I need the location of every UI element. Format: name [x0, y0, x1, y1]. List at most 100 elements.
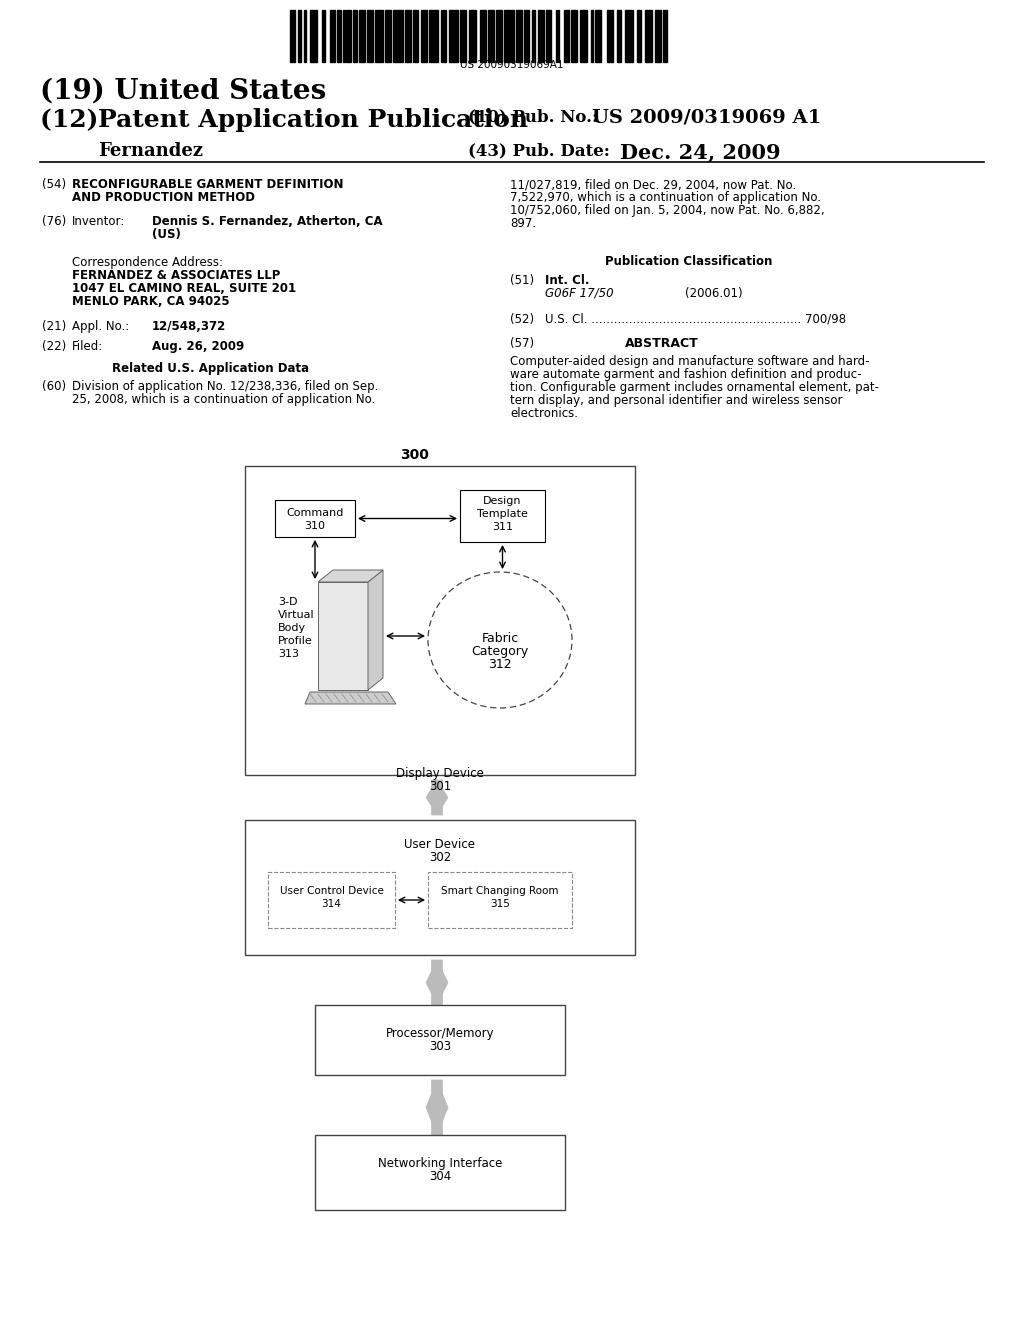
Bar — [368, 11, 373, 62]
Text: 11/027,819, filed on Dec. 29, 2004, now Pat. No.: 11/027,819, filed on Dec. 29, 2004, now … — [510, 178, 796, 191]
Bar — [322, 11, 324, 62]
Text: 3-D: 3-D — [278, 597, 298, 607]
Text: (54): (54) — [42, 178, 67, 191]
Text: Int. Cl.: Int. Cl. — [545, 275, 590, 286]
Bar — [337, 11, 341, 62]
Text: U.S. Cl. ........................................................ 700/98: U.S. Cl. ...............................… — [545, 313, 846, 326]
Bar — [538, 11, 540, 62]
Bar — [563, 11, 569, 62]
Bar — [580, 11, 585, 62]
Text: (57): (57) — [510, 337, 535, 350]
Text: 10/752,060, filed on Jan. 5, 2004, now Pat. No. 6,882,: 10/752,060, filed on Jan. 5, 2004, now P… — [510, 205, 824, 216]
Bar — [404, 11, 407, 62]
Bar — [413, 11, 419, 62]
Text: Dennis S. Fernandez, Atherton, CA: Dennis S. Fernandez, Atherton, CA — [152, 215, 383, 228]
Bar — [315, 1135, 565, 1210]
Bar — [433, 11, 438, 62]
Bar — [516, 11, 518, 62]
Text: Division of application No. 12/238,336, filed on Sep.: Division of application No. 12/238,336, … — [72, 380, 379, 393]
Text: User Device: User Device — [404, 838, 475, 851]
Text: Processor/Memory: Processor/Memory — [386, 1027, 495, 1040]
Text: Patent Application Publication: Patent Application Publication — [98, 108, 528, 132]
Text: Related U.S. Application Data: Related U.S. Application Data — [112, 362, 309, 375]
Text: 897.: 897. — [510, 216, 537, 230]
Bar — [455, 11, 458, 62]
Text: 304: 304 — [429, 1170, 452, 1183]
Text: Computer-aided design and manufacture software and hard-: Computer-aided design and manufacture so… — [510, 355, 869, 368]
Bar — [343, 11, 345, 62]
Bar — [499, 11, 502, 62]
Text: Networking Interface: Networking Interface — [378, 1158, 502, 1170]
Text: 303: 303 — [429, 1040, 451, 1053]
Text: RECONFIGURABLE GARMENT DEFINITION: RECONFIGURABLE GARMENT DEFINITION — [72, 178, 343, 191]
Bar — [429, 11, 432, 62]
Bar — [298, 11, 301, 62]
Bar — [375, 11, 379, 62]
Bar — [469, 11, 474, 62]
Text: US 2009/0319069 A1: US 2009/0319069 A1 — [592, 108, 821, 125]
Text: Correspondence Address:: Correspondence Address: — [72, 256, 223, 269]
Bar — [524, 11, 529, 62]
Bar — [315, 1005, 565, 1074]
Bar — [647, 11, 652, 62]
Bar — [407, 11, 411, 62]
Text: (51): (51) — [510, 275, 535, 286]
Text: US 20090319069A1: US 20090319069A1 — [460, 59, 564, 70]
Bar — [310, 11, 311, 62]
Text: tion. Configurable garment includes ornamental element, pat-: tion. Configurable garment includes orna… — [510, 381, 879, 393]
Bar — [617, 11, 618, 62]
Polygon shape — [368, 570, 383, 690]
Bar — [275, 500, 355, 537]
Bar — [304, 11, 305, 62]
Text: Publication Classification: Publication Classification — [605, 255, 772, 268]
Bar — [609, 11, 612, 62]
Text: (43) Pub. Date:: (43) Pub. Date: — [468, 143, 610, 158]
Bar — [379, 11, 383, 62]
Bar — [449, 11, 454, 62]
Polygon shape — [426, 780, 449, 814]
Bar — [268, 873, 395, 928]
Text: Profile: Profile — [278, 636, 312, 645]
Bar — [393, 11, 398, 62]
Polygon shape — [318, 570, 383, 582]
Bar — [657, 11, 660, 62]
Text: 25, 2008, which is a continuation of application No.: 25, 2008, which is a continuation of app… — [72, 393, 375, 407]
Text: Inventor:: Inventor: — [72, 215, 125, 228]
Bar — [324, 11, 326, 62]
Text: G06F 17/50: G06F 17/50 — [545, 286, 613, 300]
Bar — [312, 11, 317, 62]
Polygon shape — [426, 960, 449, 1005]
Bar — [496, 11, 498, 62]
Polygon shape — [426, 960, 449, 1005]
Bar — [474, 11, 476, 62]
Bar — [385, 11, 387, 62]
Text: 301: 301 — [429, 780, 452, 793]
Text: tern display, and personal identifier and wireless sensor: tern display, and personal identifier an… — [510, 393, 843, 407]
Text: (19) United States: (19) United States — [40, 78, 327, 106]
Text: Aug. 26, 2009: Aug. 26, 2009 — [152, 341, 245, 352]
Bar — [591, 11, 593, 62]
Bar — [245, 466, 635, 775]
Text: 1047 EL CAMINO REAL, SUITE 201: 1047 EL CAMINO REAL, SUITE 201 — [72, 282, 296, 294]
Bar — [639, 11, 641, 62]
Bar — [599, 11, 601, 62]
Text: Appl. No.:: Appl. No.: — [72, 319, 129, 333]
Text: 300: 300 — [400, 447, 429, 462]
Text: Display Device: Display Device — [396, 767, 484, 780]
Text: Design: Design — [483, 496, 522, 506]
Text: (21): (21) — [42, 319, 67, 333]
Bar — [508, 11, 513, 62]
Text: (60): (60) — [42, 380, 67, 393]
Text: User Control Device: User Control Device — [280, 886, 383, 896]
Bar — [345, 11, 351, 62]
Bar — [442, 11, 446, 62]
Bar — [482, 11, 486, 62]
Bar — [330, 11, 335, 62]
Text: AND PRODUCTION METHOD: AND PRODUCTION METHOD — [72, 191, 255, 205]
Text: Fernandez: Fernandez — [98, 143, 203, 160]
Polygon shape — [318, 582, 368, 690]
Text: (52): (52) — [510, 313, 535, 326]
Text: 7,522,970, which is a continuation of application No.: 7,522,970, which is a continuation of ap… — [510, 191, 821, 205]
Text: FERNANDEZ & ASSOCIATES LLP: FERNANDEZ & ASSOCIATES LLP — [72, 269, 281, 282]
Text: 314: 314 — [322, 899, 341, 909]
